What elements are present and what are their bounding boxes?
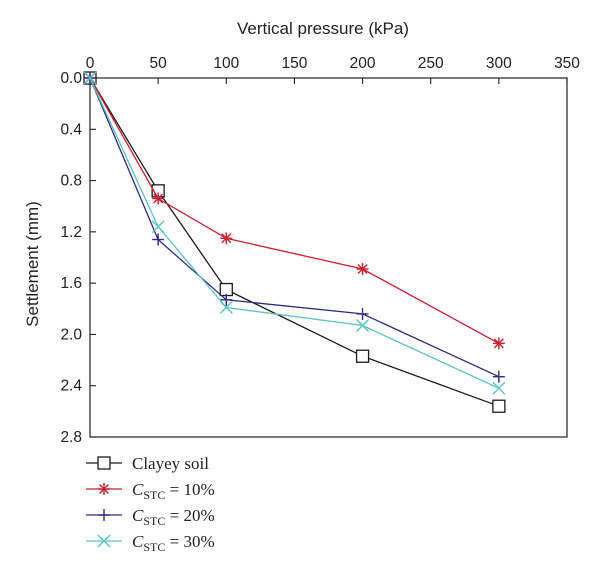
legend-label: CSTC = 30% <box>132 532 215 554</box>
legend-label: CSTC = 20% <box>132 506 215 528</box>
x-tick-label: 200 <box>350 55 376 72</box>
legend-subscript: STC <box>143 540 165 554</box>
legend-symbol: C <box>132 506 144 525</box>
x-tick-label: 50 <box>150 55 168 72</box>
data-point-marker <box>356 263 369 276</box>
data-point-marker <box>152 233 165 246</box>
legend-label: CSTC = 10% <box>132 480 215 502</box>
legend-value: Clayey soil <box>132 454 209 473</box>
legend-entry: CSTC = 10% <box>86 480 215 502</box>
legend-marker <box>98 509 110 521</box>
legend-symbol: C <box>132 480 144 499</box>
legend-subscript: STC <box>143 488 165 502</box>
x-tick-label: 100 <box>213 55 239 72</box>
data-point-marker <box>83 71 97 85</box>
legend-entry: Clayey soil <box>86 454 209 473</box>
legend-marker <box>97 534 111 548</box>
data-point-marker <box>219 282 233 297</box>
data-point-marker <box>492 337 505 350</box>
x-tick-label: 300 <box>486 55 512 72</box>
data-point-marker <box>492 399 506 413</box>
y-tick-label: 1.6 <box>60 275 82 292</box>
y-tick-label: 0.4 <box>60 121 82 138</box>
y-tick-label: 1.2 <box>60 224 82 241</box>
y-tick-label: 2.8 <box>60 429 82 446</box>
legend-entry: CSTC = 20% <box>86 506 215 528</box>
y-tick-label: 0.8 <box>60 173 82 190</box>
data-point-marker <box>356 318 370 332</box>
legend-label: Clayey soil <box>132 454 209 473</box>
legend-symbol: C <box>132 532 144 551</box>
legend-entry: CSTC = 30% <box>86 532 215 554</box>
x-tick-label: 250 <box>418 55 444 72</box>
data-point-marker <box>151 220 165 234</box>
data-point-marker <box>152 192 165 205</box>
y-tick-label: 2.4 <box>60 378 82 395</box>
series-line <box>89 77 500 407</box>
series-4 <box>83 71 506 395</box>
data-point-marker <box>356 307 369 320</box>
series-2 <box>84 72 505 350</box>
x-tick-label: 350 <box>554 55 580 72</box>
legend-value: = 20% <box>165 506 214 525</box>
legend-subscript: STC <box>143 514 165 528</box>
series-line <box>89 77 500 378</box>
y-tick-label: 0.0 <box>60 70 82 87</box>
series-1 <box>83 71 506 413</box>
x-axis-title: Vertical pressure (kPa) <box>237 19 409 38</box>
legend-marker <box>97 456 111 470</box>
x-tick-label: 150 <box>281 55 307 72</box>
data-point-marker <box>219 301 233 314</box>
series-3 <box>84 72 505 383</box>
data-point-marker <box>492 381 506 395</box>
axis-ticks: 0 50 100 150 200 250 300 350 0.0 0.4 0.8 1.2 1.6 2.0 2… <box>60 55 580 446</box>
data-point-marker <box>220 232 233 245</box>
data-point-marker <box>355 349 370 363</box>
series-line <box>89 77 500 389</box>
data-point-marker <box>492 370 505 383</box>
y-tick-label: 2.0 <box>60 326 82 343</box>
y-axis-title: Settlement (mm) <box>23 201 42 327</box>
x-tick-label: 0 <box>86 55 95 72</box>
legend-marker <box>98 483 110 495</box>
legend-value: = 30% <box>165 532 214 551</box>
series-layer <box>83 71 506 413</box>
plot-area-frame <box>89 77 568 438</box>
legend-value: = 10% <box>165 480 214 499</box>
data-point-marker <box>220 293 233 306</box>
